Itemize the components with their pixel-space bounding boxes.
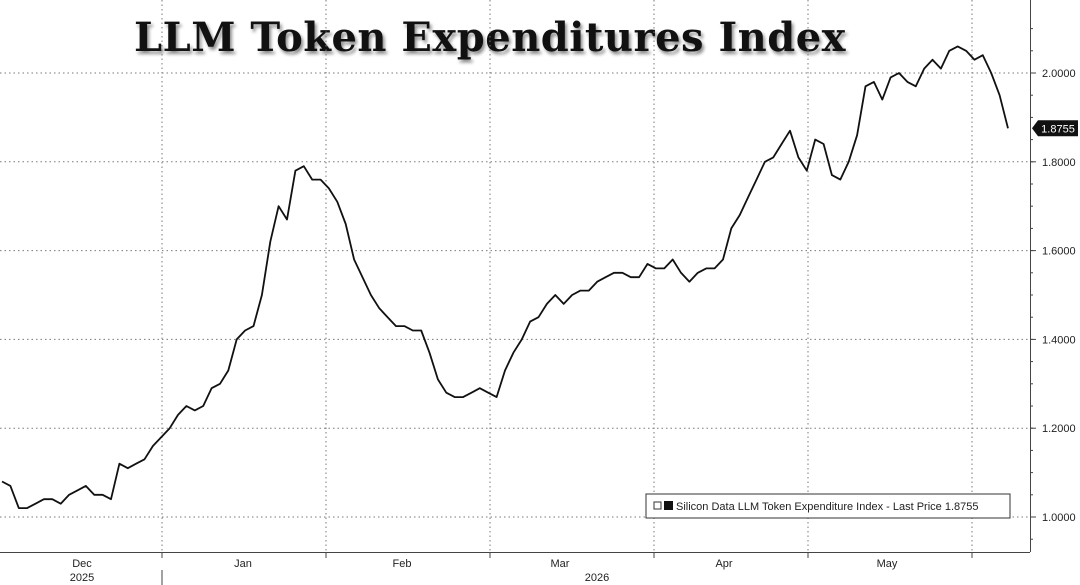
- legend-swatch: [664, 501, 673, 510]
- y-tick-label: 1.8000: [1042, 157, 1076, 169]
- legend-text: Silicon Data LLM Token Expenditure Index…: [676, 501, 978, 513]
- label-layer: 1.8755: [1032, 120, 1078, 137]
- y-tick-label: 2.0000: [1042, 68, 1076, 80]
- x-tick-label: Jan: [234, 558, 252, 570]
- x-tick-label: Apr: [715, 558, 732, 570]
- y-tick-label: 1.6000: [1042, 246, 1076, 258]
- last-value-tag: 1.8755: [1032, 120, 1078, 137]
- last-value-box: [1032, 120, 1078, 137]
- x-tick-label: Mar: [551, 558, 570, 570]
- legend-box: [645, 493, 1011, 519]
- series-line: [1, 45, 1009, 509]
- y-tick-label: 1.0000: [1042, 512, 1076, 524]
- x-year-label: 2025: [70, 572, 94, 584]
- x-tick-label: Feb: [393, 558, 412, 570]
- legend-layer: Silicon Data LLM Token Expenditure Index…: [645, 493, 1011, 519]
- y-tick-label: 1.4000: [1042, 334, 1076, 346]
- series-layer: [1, 45, 1009, 509]
- last-value-label: 1.8755: [1041, 123, 1075, 135]
- legend-checkbox-icon: [653, 501, 662, 510]
- x-tick-label: Dec: [72, 558, 92, 570]
- x-year-label: 2026: [585, 572, 609, 584]
- y-tick-label: 1.2000: [1042, 423, 1076, 435]
- x-tick-label: May: [877, 558, 898, 570]
- grid-layer: [0, 0, 1030, 552]
